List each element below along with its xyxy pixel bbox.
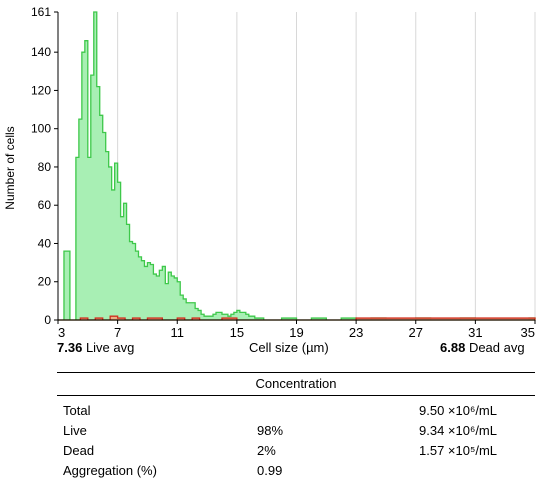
- y-tick-label: 161: [31, 5, 51, 19]
- table-header: Concentration: [255, 376, 337, 391]
- x-tick-label: 27: [409, 325, 423, 340]
- x-tick-label: 35: [521, 325, 535, 340]
- row-percent: 0.99: [257, 463, 283, 478]
- series-live-area: [58, 11, 536, 321]
- y-tick-label: 140: [31, 45, 51, 59]
- x-tick-label: 19: [289, 325, 303, 340]
- y-tick-label: 80: [38, 160, 52, 174]
- x-tick-label: 7: [114, 325, 121, 340]
- live-average-value: 7.36: [57, 340, 83, 355]
- y-tick-label: 40: [38, 236, 52, 250]
- row-label: Total: [63, 403, 91, 418]
- dead-average-label: Dead avg: [468, 340, 525, 355]
- table-row-aggregation: Aggregation (%) 0.99: [57, 460, 535, 480]
- x-tick-label: 3: [58, 325, 65, 340]
- y-tick-label: 120: [31, 83, 51, 97]
- y-tick-label: 0: [44, 313, 51, 327]
- live-average: 7.36 Live avg: [57, 340, 134, 355]
- table-row-dead: Dead 2% 1.57 ×10⁵/mL: [57, 440, 535, 460]
- histogram-chart: 0 20 40 60 80 100 120 140 161 3 7 11 15 19 23 27 31 35 N…: [3, 5, 536, 340]
- table-row-total: Total 9.50 ×10⁶/mL: [57, 400, 535, 420]
- x-tick-label: 11: [171, 325, 185, 340]
- concentration-table: Concentration Total 9.50 ×10⁶/mL Live 98…: [57, 372, 535, 480]
- table-header-rule: [57, 395, 535, 396]
- table-top-rule: [57, 372, 535, 373]
- row-value: 9.34 ×10⁶/mL: [419, 423, 497, 438]
- dead-average: 6.88 Dead avg: [440, 340, 525, 355]
- row-label: Live: [63, 423, 87, 438]
- y-axis-label: Number of cells: [3, 126, 17, 209]
- chart-axes: [54, 11, 536, 324]
- y-tick-label: 100: [31, 122, 51, 136]
- table-row-live: Live 98% 9.34 ×10⁶/mL: [57, 420, 535, 440]
- y-tick-label: 20: [38, 275, 52, 289]
- row-label: Aggregation (%): [63, 463, 157, 478]
- x-axis-label: Cell size (µm): [249, 340, 329, 355]
- y-tick-labels: 0 20 40 60 80 100 120 140 161: [31, 5, 51, 327]
- row-value: 1.57 ×10⁵/mL: [419, 443, 498, 458]
- x-tick-label: 31: [468, 325, 482, 340]
- x-tick-label: 15: [230, 325, 244, 340]
- y-tick-label: 60: [38, 198, 52, 212]
- row-value: 9.50 ×10⁶/mL: [419, 403, 497, 418]
- chart-grid: [117, 12, 536, 320]
- row-percent: 98%: [257, 423, 284, 438]
- live-average-label: Live avg: [85, 340, 135, 355]
- row-percent: 2%: [257, 443, 276, 458]
- x-tick-labels: 3 7 11 15 19 23 27 31 35: [58, 325, 535, 340]
- dead-average-value: 6.88: [440, 340, 466, 355]
- x-tick-label: 23: [349, 325, 363, 340]
- row-label: Dead: [63, 443, 95, 458]
